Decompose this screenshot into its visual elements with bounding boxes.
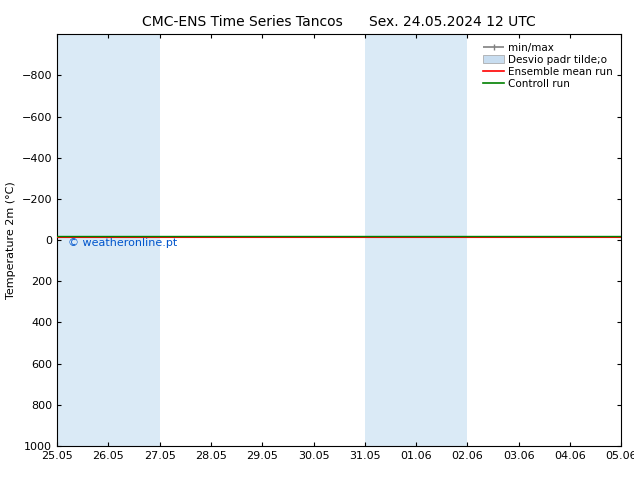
Legend: min/max, Desvio padr tilde;o, Ensemble mean run, Controll run: min/max, Desvio padr tilde;o, Ensemble m… xyxy=(480,40,616,92)
Text: © weatheronline.pt: © weatheronline.pt xyxy=(68,238,178,248)
Bar xyxy=(621,34,634,446)
Title: CMC-ENS Time Series Tancos      Sex. 24.05.2024 12 UTC: CMC-ENS Time Series Tancos Sex. 24.05.20… xyxy=(142,15,536,29)
Bar xyxy=(57,34,160,446)
Bar xyxy=(365,34,467,446)
Y-axis label: Temperature 2m (°C): Temperature 2m (°C) xyxy=(6,181,16,299)
